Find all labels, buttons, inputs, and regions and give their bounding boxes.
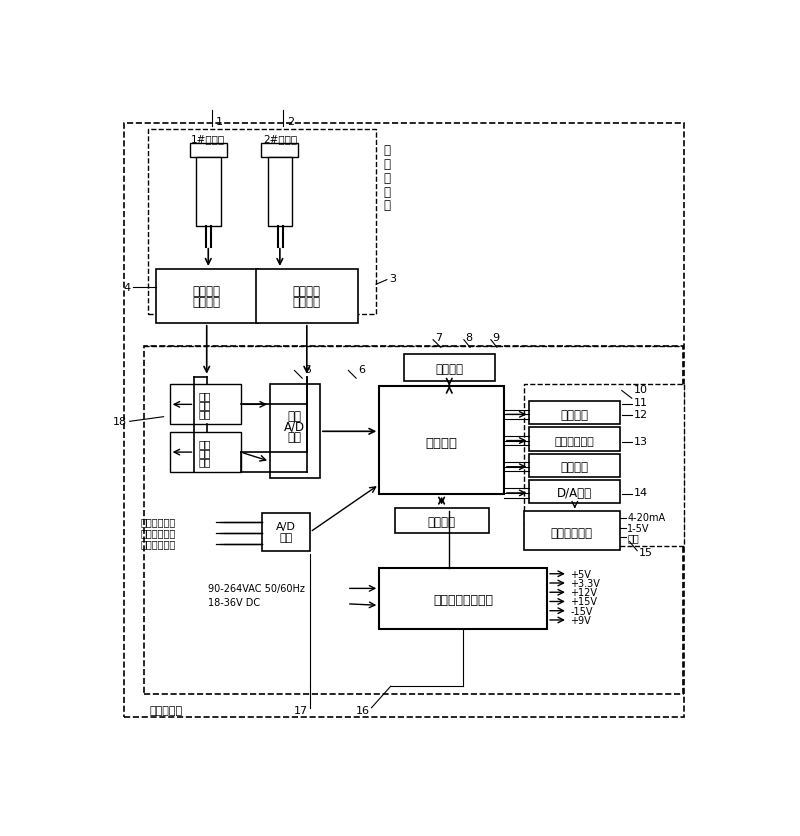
Bar [524, 385, 684, 547]
Text: 煤粉湿度信号: 煤粉湿度信号 [141, 517, 176, 527]
Text: 8: 8 [466, 332, 473, 342]
Bar [404, 354, 494, 382]
Bar [530, 428, 620, 451]
Text: +12V: +12V [570, 588, 597, 598]
Text: 90-264VAC 50/60Hz: 90-264VAC 50/60Hz [208, 584, 305, 594]
Text: A/D: A/D [284, 420, 305, 433]
Text: 器: 器 [383, 199, 390, 212]
Text: 转换: 转换 [287, 431, 302, 444]
Text: 模拟滤波: 模拟滤波 [193, 284, 221, 298]
Text: 存储单元: 存储单元 [435, 363, 463, 376]
Text: 3: 3 [390, 273, 396, 283]
Text: +15V: +15V [570, 597, 597, 607]
Text: 4: 4 [123, 283, 130, 293]
Text: 微处理器: 微处理器 [426, 436, 458, 449]
Text: 16: 16 [356, 706, 370, 715]
Text: 煤粉细度信号: 煤粉细度信号 [141, 538, 176, 548]
Text: 7: 7 [434, 332, 442, 342]
Text: 模拟滤波: 模拟滤波 [293, 284, 321, 298]
Text: 1-5V: 1-5V [627, 523, 650, 533]
Bar [190, 144, 226, 158]
Text: 18: 18 [114, 417, 127, 427]
Text: 15: 15 [638, 548, 653, 558]
Text: D/A输出: D/A输出 [558, 487, 592, 500]
Bar [256, 269, 358, 324]
Text: 11: 11 [634, 398, 648, 408]
Text: 17: 17 [294, 706, 308, 715]
Text: 升级接口: 升级接口 [427, 515, 455, 528]
Text: 传: 传 [383, 171, 390, 185]
Bar [148, 130, 376, 314]
Bar [262, 513, 310, 552]
Text: 料位变送器: 料位变送器 [150, 706, 183, 715]
Text: 声: 声 [383, 158, 390, 171]
Text: 带通: 带通 [199, 447, 211, 457]
Bar [530, 480, 620, 503]
Text: 9: 9 [492, 332, 499, 342]
Text: 6: 6 [358, 364, 366, 375]
Text: 放大电路: 放大电路 [193, 295, 221, 308]
Text: 输出变换电路: 输出变换电路 [550, 526, 593, 539]
Text: 操作控制单元: 操作控制单元 [555, 436, 594, 446]
Text: 显示单元: 显示单元 [561, 408, 589, 421]
Text: 滤波: 滤波 [199, 409, 211, 419]
Bar [524, 512, 620, 550]
Text: 煤粉温度信号: 煤粉温度信号 [141, 528, 176, 538]
Bar [196, 158, 221, 227]
Text: 带通: 带通 [199, 400, 211, 410]
Text: 2: 2 [287, 117, 294, 127]
Text: 18-36V DC: 18-36V DC [208, 598, 260, 608]
Text: 感: 感 [383, 186, 390, 198]
Bar [530, 454, 620, 477]
Text: 电源（转换）模块: 电源（转换）模块 [433, 594, 493, 607]
Bar [267, 158, 292, 227]
Bar [394, 508, 489, 533]
Text: 10: 10 [634, 385, 648, 395]
Text: 12: 12 [634, 409, 648, 419]
Text: 4-20mA: 4-20mA [627, 512, 666, 522]
Text: 1#传声器: 1#传声器 [191, 134, 226, 144]
Text: 转换: 转换 [279, 533, 293, 543]
Text: 5: 5 [305, 364, 311, 375]
Text: 14: 14 [634, 487, 648, 497]
Text: 放大电路: 放大电路 [293, 295, 321, 308]
Text: 同步: 同步 [287, 409, 302, 422]
Text: 通讯单元: 通讯单元 [561, 461, 589, 474]
Bar [144, 346, 683, 694]
Text: 2#传声器: 2#传声器 [263, 134, 298, 144]
Text: 模拟: 模拟 [199, 438, 211, 448]
Text: +3.3V: +3.3V [570, 579, 600, 589]
Bar [530, 402, 620, 425]
Bar [270, 385, 320, 479]
Bar [170, 385, 241, 425]
Bar [379, 568, 547, 630]
Bar [379, 386, 504, 494]
Bar [262, 144, 298, 158]
Text: +5V: +5V [570, 569, 591, 579]
Bar [170, 432, 241, 472]
Text: +9V: +9V [570, 615, 591, 625]
Text: -15V: -15V [570, 606, 593, 616]
Text: 1: 1 [216, 117, 223, 127]
Text: 模拟: 模拟 [199, 390, 211, 400]
Text: 13: 13 [634, 436, 648, 446]
Text: 其他: 其他 [627, 533, 639, 543]
Bar [156, 269, 258, 324]
Text: 滤波: 滤波 [199, 456, 211, 466]
Text: A/D: A/D [276, 522, 296, 532]
Text: 噪: 噪 [383, 144, 390, 157]
